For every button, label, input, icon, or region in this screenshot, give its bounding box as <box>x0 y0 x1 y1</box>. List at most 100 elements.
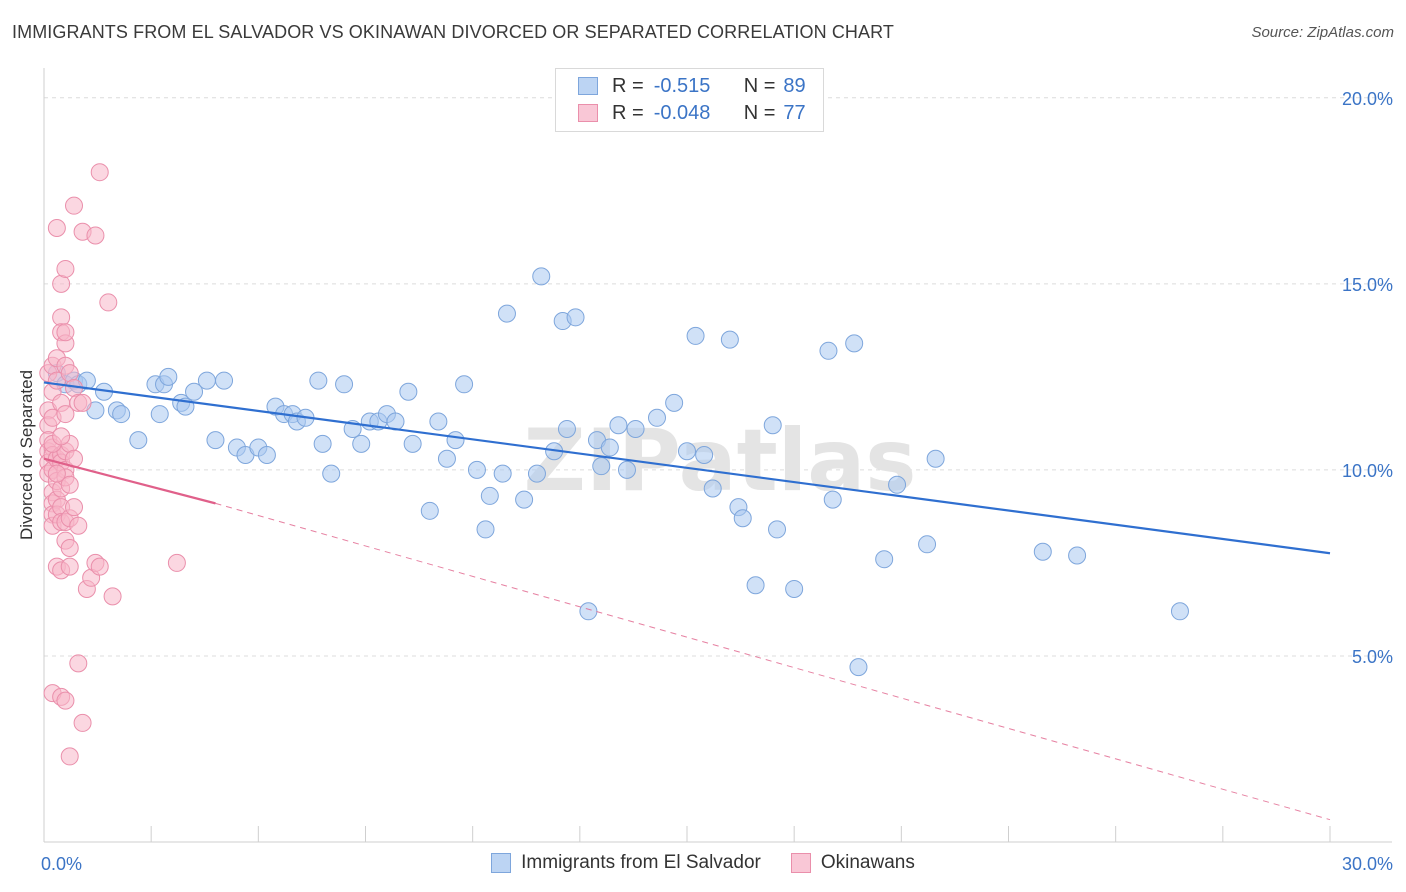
point-el-salvador <box>918 535 937 554</box>
point-el-salvador <box>455 375 474 394</box>
watermark: ZIPatlas <box>524 411 917 511</box>
y-tick-label: 5.0% <box>1352 647 1393 667</box>
point-el-salvador <box>399 382 418 401</box>
point-el-salvador <box>206 431 225 450</box>
point-el-salvador <box>197 371 216 390</box>
legend-n-label: N = <box>743 74 776 97</box>
point-el-salvador <box>150 405 169 424</box>
point-el-salvador <box>112 405 131 424</box>
trend-line-okinawans <box>43 457 216 505</box>
point-el-salvador <box>845 334 864 353</box>
point-el-salvador <box>313 434 332 453</box>
point-el-salvador <box>322 464 341 483</box>
point-okinawans <box>65 196 84 215</box>
point-el-salvador <box>763 416 782 435</box>
point-okinawans <box>86 226 105 245</box>
point-el-salvador <box>888 475 907 494</box>
legend-n-value: 89 <box>783 74 806 97</box>
point-okinawans <box>65 498 84 517</box>
point-el-salvador <box>746 576 765 595</box>
point-el-salvador <box>785 579 804 598</box>
point-el-salvador <box>420 501 439 520</box>
y-tick-label: 10.0% <box>1342 461 1393 481</box>
point-el-salvador <box>579 602 598 621</box>
point-el-salvador <box>497 304 516 323</box>
point-el-salvador <box>309 371 328 390</box>
point-okinawans <box>60 747 79 766</box>
point-el-salvador <box>532 267 551 286</box>
legend-item-el-salvador: Immigrants from El Salvador <box>491 852 761 874</box>
point-el-salvador <box>446 431 465 450</box>
trend-extension-okinawans <box>215 502 1331 821</box>
point-el-salvador <box>686 326 705 345</box>
point-okinawans <box>60 475 79 494</box>
point-el-salvador <box>665 393 684 412</box>
legend-swatch-pink <box>578 104 598 122</box>
point-el-salvador <box>609 416 628 435</box>
point-okinawans <box>60 364 79 383</box>
point-okinawans <box>47 464 66 483</box>
legend-n-label: N = <box>743 101 776 124</box>
point-el-salvador <box>557 419 576 438</box>
point-el-salvador <box>678 442 696 461</box>
legend-r-label: R = <box>612 74 644 97</box>
point-el-salvador <box>768 520 787 539</box>
legend-r-label: R = <box>612 101 644 124</box>
point-el-salvador <box>592 457 611 476</box>
point-el-salvador <box>480 486 499 505</box>
point-el-salvador <box>335 375 354 394</box>
point-el-salvador <box>600 438 619 457</box>
point-okinawans <box>99 293 118 312</box>
point-okinawans <box>56 691 75 710</box>
point-okinawans <box>90 557 109 576</box>
point-el-salvador <box>1170 602 1189 621</box>
legend-label: Immigrants from El Salvador <box>521 852 761 873</box>
point-el-salvador <box>493 464 512 483</box>
legend-r-value: -0.048 <box>653 101 711 124</box>
point-el-salvador <box>215 371 234 390</box>
legend-swatch-blue <box>578 77 598 95</box>
x-tick-label: 0.0% <box>41 854 82 874</box>
chart-title: IMMIGRANTS FROM EL SALVADOR VS OKINAWAN … <box>12 22 895 42</box>
point-okinawans <box>52 427 71 446</box>
legend-row-el-salvador: R = -0.515 N = 89 <box>578 73 806 99</box>
legend-swatch-blue <box>491 853 512 873</box>
point-el-salvador <box>129 431 148 450</box>
point-el-salvador <box>185 382 204 401</box>
point-okinawans <box>73 393 92 412</box>
y-tick-label: 20.0% <box>1342 89 1393 109</box>
point-el-salvador <box>467 460 486 479</box>
point-el-salvador <box>403 434 422 453</box>
point-el-salvador <box>159 367 178 386</box>
point-el-salvador <box>695 446 714 464</box>
point-el-salvador <box>257 446 276 464</box>
point-el-salvador <box>1033 542 1052 561</box>
trend-line-el-salvador <box>43 381 1331 555</box>
legend-n-value: 77 <box>783 101 806 124</box>
x-tick-label: 30.0% <box>1342 854 1393 874</box>
legend-r-value: -0.515 <box>653 74 711 97</box>
point-el-salvador <box>849 658 868 677</box>
point-okinawans <box>73 713 92 732</box>
point-el-salvador <box>515 490 534 509</box>
point-okinawans <box>52 274 71 293</box>
point-okinawans <box>167 553 186 572</box>
legend-item-okinawans: Okinawans <box>790 852 915 874</box>
legend-swatch-pink <box>790 853 811 873</box>
y-tick-label: 15.0% <box>1342 275 1393 295</box>
point-el-salvador <box>733 509 752 528</box>
point-el-salvador <box>352 434 371 453</box>
legend-label: Okinawans <box>820 852 915 873</box>
point-el-salvador <box>566 308 585 327</box>
point-el-salvador <box>926 449 945 468</box>
point-el-salvador <box>875 550 894 569</box>
point-el-salvador <box>823 490 842 509</box>
point-okinawans <box>47 219 66 238</box>
series-legend: Immigrants from El Salvador Okinawans <box>0 852 1406 874</box>
point-okinawans <box>56 405 75 424</box>
grid-lines <box>44 97 1392 657</box>
point-okinawans <box>60 557 79 576</box>
point-el-salvador <box>527 464 546 483</box>
y-axis-title: Divorced or Separated <box>17 369 36 541</box>
